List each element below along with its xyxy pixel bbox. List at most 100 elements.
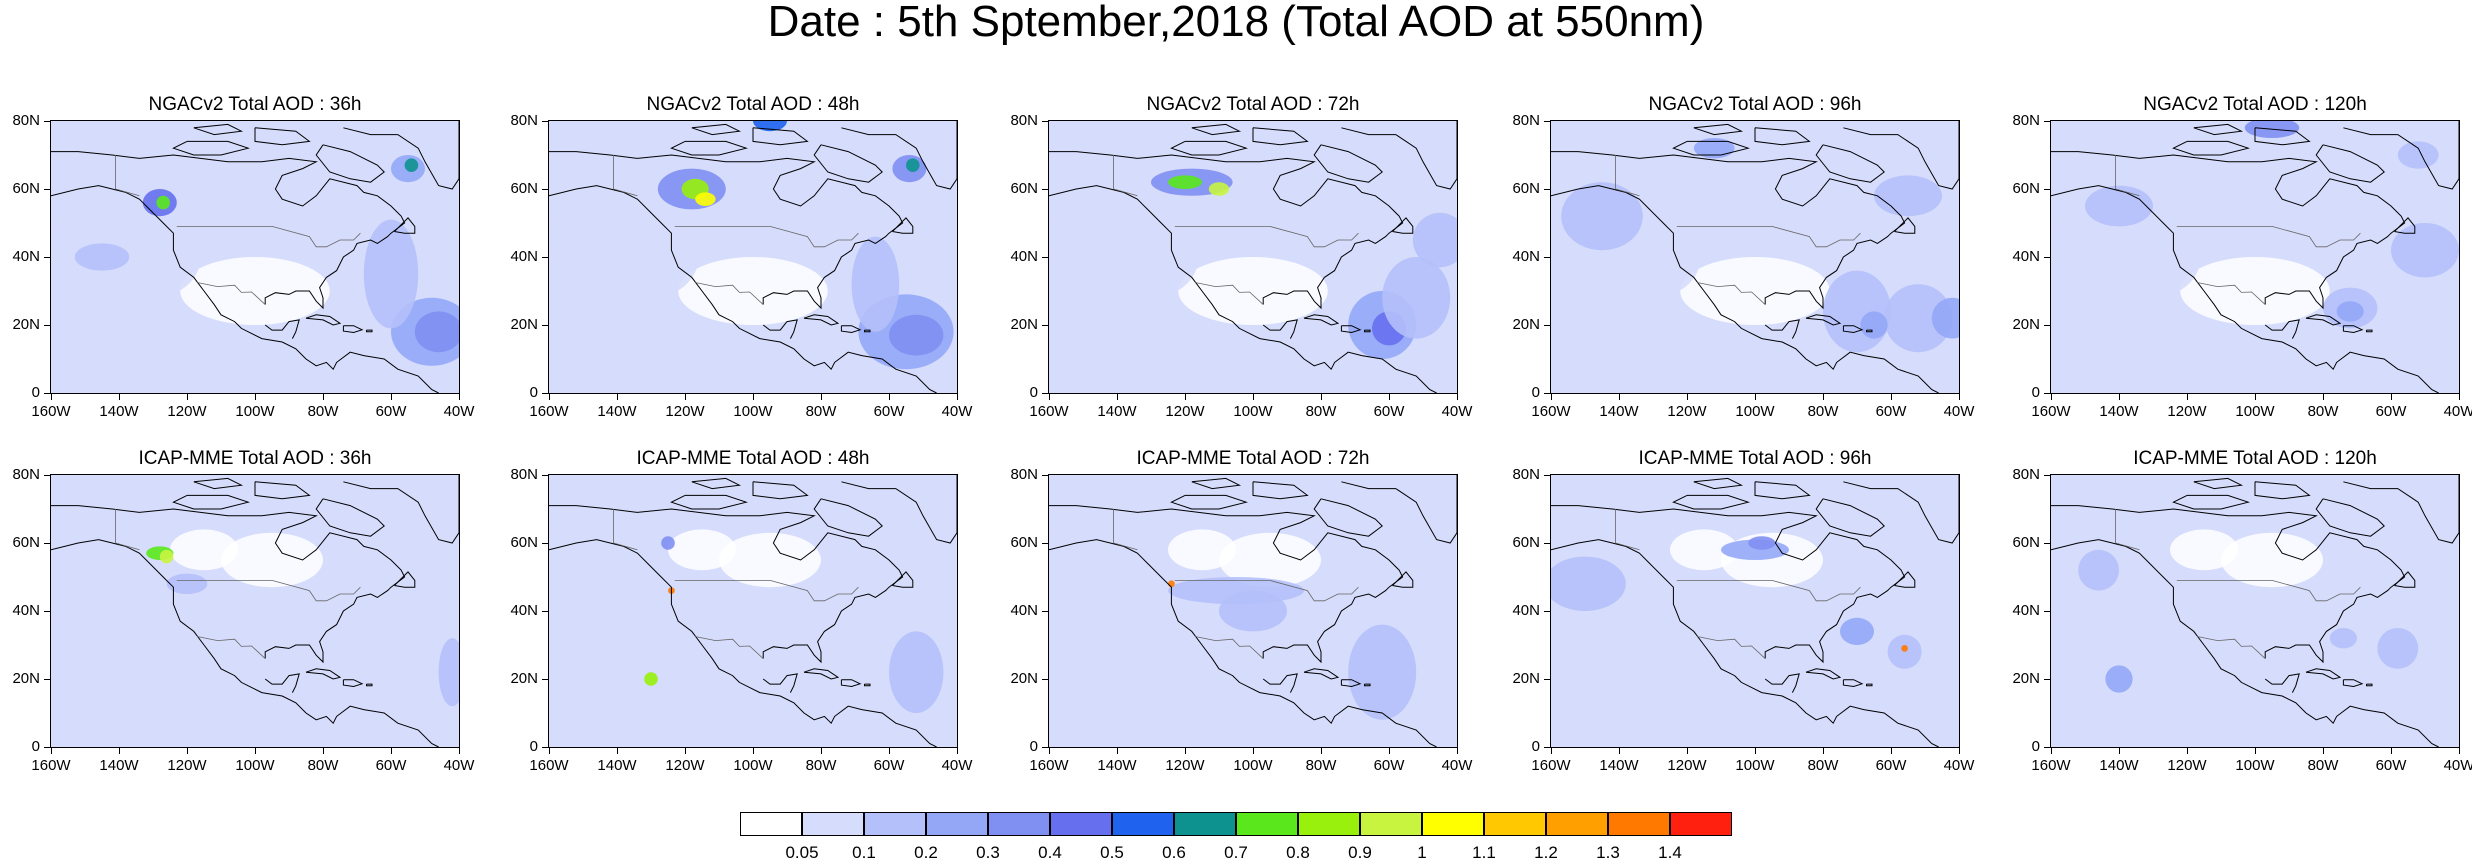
map-panel: NGACv2 Total AOD : 96h 80N 60N 40N 20N 0 160W 1… bbox=[1512, 94, 1974, 424]
aod-blob bbox=[1168, 529, 1236, 571]
lon-tick bbox=[685, 394, 686, 400]
coastline bbox=[394, 571, 416, 588]
lon-tick bbox=[753, 394, 754, 400]
lat-tick bbox=[2044, 475, 2050, 476]
lon-tick-label: 100W bbox=[1735, 757, 1775, 774]
coastline bbox=[51, 151, 406, 310]
lat-tick-label: 80N bbox=[510, 466, 538, 483]
lon-tick-label: 80W bbox=[307, 403, 339, 420]
lon-tick bbox=[2459, 394, 2460, 400]
aod-blob bbox=[2051, 509, 2187, 577]
lat-tick-label: 40N bbox=[1512, 602, 1540, 619]
lon-tick-label: 120W bbox=[1667, 403, 1707, 420]
lat-tick bbox=[1544, 679, 1550, 680]
aod-blob bbox=[603, 216, 699, 298]
lon-tick bbox=[821, 394, 822, 400]
lon-tick-label: 140W bbox=[2099, 403, 2139, 420]
coastline bbox=[1693, 477, 1744, 490]
aod-field-svg bbox=[1551, 121, 1959, 393]
aod-blob bbox=[414, 311, 459, 353]
aod-field-svg bbox=[2051, 121, 2459, 393]
aod-field-svg bbox=[51, 475, 459, 747]
coastline bbox=[1252, 127, 1309, 146]
aod-blob bbox=[2221, 672, 2425, 741]
lon-tick bbox=[391, 748, 392, 754]
lon-tick bbox=[1755, 748, 1756, 754]
coastline bbox=[1551, 185, 1939, 393]
coastline bbox=[1754, 481, 1811, 500]
lat-tick-label: 80N bbox=[510, 112, 538, 129]
aod-field-svg bbox=[549, 475, 957, 747]
lon-tick bbox=[1185, 748, 1186, 754]
coastline bbox=[254, 481, 311, 500]
lon-tick-label: 60W bbox=[873, 757, 905, 774]
map-panel: NGACv2 Total AOD : 120h 80N 60N 40N 20N 0 160W… bbox=[2012, 94, 2472, 424]
country-border bbox=[1113, 155, 1138, 197]
lat-tick bbox=[1042, 325, 1048, 326]
aod-blob bbox=[906, 158, 920, 172]
colorbar-label: 0.05 bbox=[785, 843, 819, 862]
lon-tick-label: 40W bbox=[941, 403, 973, 420]
coastline bbox=[1341, 121, 1457, 190]
coastline bbox=[1340, 325, 1362, 334]
lat-tick-label: 60N bbox=[1010, 534, 1038, 551]
lat-tick-label: 60N bbox=[510, 180, 538, 197]
aod-blob bbox=[2180, 257, 2330, 325]
coastline bbox=[1815, 144, 1885, 183]
coastline bbox=[892, 217, 914, 234]
colorbar-swatch bbox=[740, 812, 802, 836]
lat-tick bbox=[44, 611, 50, 612]
aod-map bbox=[1048, 474, 1458, 748]
coastline bbox=[315, 498, 385, 537]
lon-tick-label: 140W bbox=[1097, 757, 1137, 774]
coastline bbox=[1805, 668, 1842, 680]
coastline bbox=[2051, 505, 2406, 664]
aod-field-svg bbox=[1049, 121, 1457, 393]
lat-tick bbox=[1042, 543, 1048, 544]
colorbar-swatch bbox=[1484, 812, 1546, 836]
aod-field-svg bbox=[1551, 475, 1959, 747]
coastline bbox=[172, 494, 250, 510]
colorbar-swatch bbox=[1546, 812, 1608, 836]
coastline bbox=[1191, 123, 1242, 136]
coastline bbox=[1693, 123, 1744, 136]
lat-tick-label: 40N bbox=[510, 602, 538, 619]
coastline bbox=[1303, 668, 1340, 680]
lon-tick-label: 160W bbox=[529, 403, 569, 420]
colorbar-label: 0.9 bbox=[1348, 843, 1372, 862]
coastline bbox=[1843, 475, 1959, 544]
aod-blob bbox=[2105, 216, 2201, 298]
lat-tick bbox=[542, 543, 548, 544]
lon-tick-label: 60W bbox=[2375, 757, 2407, 774]
map-panel: NGACv2 Total AOD : 72h 80N 60N 40N 20N 0 160W 1… bbox=[1010, 94, 1472, 424]
colorbar-swatch bbox=[1298, 812, 1360, 836]
lon-tick-label: 80W bbox=[307, 757, 339, 774]
map-panel: ICAP-MME Total AOD : 120h 80N 60N 40N 20N 0 16… bbox=[2012, 448, 2472, 778]
lon-tick-label: 80W bbox=[805, 403, 837, 420]
aod-blob bbox=[1748, 536, 1776, 550]
lat-tick bbox=[1544, 189, 1550, 190]
lon-tick-label: 120W bbox=[2167, 403, 2207, 420]
lat-tick-label: 0 bbox=[1029, 738, 1038, 755]
lat-tick bbox=[2044, 543, 2050, 544]
lon-tick-label: 160W bbox=[2031, 403, 2071, 420]
coastline bbox=[803, 668, 840, 680]
lat-tick-label: 20N bbox=[12, 670, 40, 687]
aod-blob bbox=[661, 536, 675, 550]
lon-tick bbox=[821, 748, 822, 754]
coastline bbox=[343, 475, 459, 544]
colorbar-label: 1.3 bbox=[1596, 843, 1620, 862]
lon-tick bbox=[1389, 748, 1390, 754]
lat-tick bbox=[1042, 679, 1048, 680]
aod-blob bbox=[549, 325, 645, 380]
lon-tick-label: 60W bbox=[1373, 403, 1405, 420]
aod-field-svg bbox=[51, 121, 459, 393]
aod-blob bbox=[1293, 189, 1417, 257]
aod-blob bbox=[1049, 509, 1185, 577]
lat-tick bbox=[1544, 325, 1550, 326]
aod-blob bbox=[2336, 301, 2364, 322]
lon-tick-label: 160W bbox=[1029, 757, 1069, 774]
lon-tick bbox=[459, 394, 460, 400]
aod-blob bbox=[2085, 185, 2153, 227]
aod-map bbox=[50, 474, 460, 748]
